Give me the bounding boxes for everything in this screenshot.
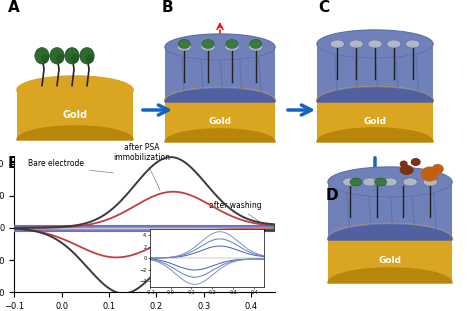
Ellipse shape bbox=[383, 178, 397, 186]
Ellipse shape bbox=[65, 48, 79, 64]
Ellipse shape bbox=[177, 43, 191, 51]
Ellipse shape bbox=[375, 178, 387, 186]
Ellipse shape bbox=[387, 40, 401, 48]
Polygon shape bbox=[328, 268, 452, 283]
Ellipse shape bbox=[226, 39, 238, 49]
Polygon shape bbox=[17, 90, 133, 140]
Ellipse shape bbox=[363, 178, 377, 186]
Ellipse shape bbox=[421, 166, 439, 182]
Polygon shape bbox=[328, 167, 452, 197]
Ellipse shape bbox=[410, 158, 421, 166]
Text: after PSA
immobilization: after PSA immobilization bbox=[114, 142, 171, 190]
Ellipse shape bbox=[249, 43, 263, 51]
Ellipse shape bbox=[35, 48, 49, 64]
Polygon shape bbox=[317, 86, 433, 114]
Polygon shape bbox=[165, 87, 275, 113]
Polygon shape bbox=[328, 223, 452, 253]
Ellipse shape bbox=[225, 43, 239, 51]
Ellipse shape bbox=[349, 40, 363, 48]
Polygon shape bbox=[317, 44, 433, 102]
Text: post washing: post washing bbox=[209, 232, 263, 252]
Text: Bare electrode: Bare electrode bbox=[28, 159, 113, 173]
Polygon shape bbox=[17, 76, 133, 104]
Text: Gold: Gold bbox=[63, 110, 88, 120]
Text: Gold: Gold bbox=[209, 117, 231, 126]
Ellipse shape bbox=[56, 54, 64, 63]
Ellipse shape bbox=[50, 48, 64, 64]
Text: B: B bbox=[162, 0, 173, 15]
Ellipse shape bbox=[400, 160, 408, 168]
Polygon shape bbox=[165, 100, 275, 142]
Ellipse shape bbox=[406, 40, 419, 48]
Polygon shape bbox=[165, 47, 275, 102]
Ellipse shape bbox=[201, 43, 215, 51]
Polygon shape bbox=[165, 129, 275, 142]
Text: E: E bbox=[8, 156, 18, 171]
Polygon shape bbox=[17, 126, 133, 140]
Ellipse shape bbox=[80, 48, 94, 64]
Polygon shape bbox=[165, 89, 275, 102]
Text: A: A bbox=[8, 0, 20, 15]
Ellipse shape bbox=[41, 54, 49, 63]
Ellipse shape bbox=[423, 178, 438, 186]
Ellipse shape bbox=[71, 54, 79, 63]
Ellipse shape bbox=[178, 39, 190, 49]
Polygon shape bbox=[328, 182, 452, 240]
Polygon shape bbox=[317, 88, 433, 102]
Ellipse shape bbox=[403, 178, 417, 186]
Polygon shape bbox=[317, 30, 433, 58]
Ellipse shape bbox=[400, 165, 414, 175]
Ellipse shape bbox=[368, 40, 382, 48]
Text: D: D bbox=[326, 188, 338, 203]
Polygon shape bbox=[328, 225, 452, 240]
Ellipse shape bbox=[250, 39, 262, 49]
Text: C: C bbox=[318, 0, 329, 15]
Ellipse shape bbox=[86, 54, 94, 63]
Ellipse shape bbox=[202, 39, 214, 49]
Ellipse shape bbox=[350, 178, 362, 186]
Polygon shape bbox=[328, 238, 452, 283]
Ellipse shape bbox=[330, 40, 344, 48]
Ellipse shape bbox=[343, 178, 357, 186]
Text: Gold: Gold bbox=[379, 256, 401, 265]
Polygon shape bbox=[165, 34, 275, 60]
Ellipse shape bbox=[432, 164, 444, 174]
Text: Gold: Gold bbox=[364, 117, 386, 126]
Text: after washing: after washing bbox=[209, 201, 263, 224]
Polygon shape bbox=[317, 128, 433, 142]
Polygon shape bbox=[317, 100, 433, 142]
